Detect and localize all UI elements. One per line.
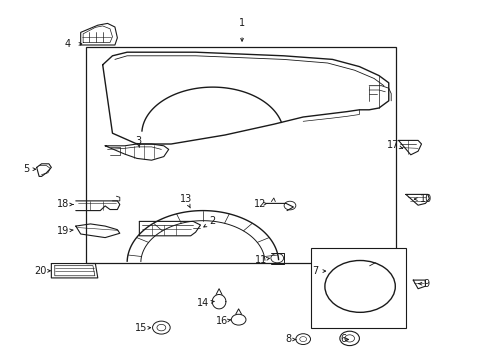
Bar xyxy=(85,47,395,263)
Text: 8: 8 xyxy=(285,334,291,345)
Text: 7: 7 xyxy=(312,266,318,276)
Text: 14: 14 xyxy=(196,298,209,309)
Text: 6: 6 xyxy=(340,334,346,345)
Text: 10: 10 xyxy=(419,194,432,204)
Text: 18: 18 xyxy=(56,199,69,210)
Text: 3: 3 xyxy=(135,136,141,146)
Text: 16: 16 xyxy=(216,316,228,327)
Text: 5: 5 xyxy=(23,164,29,174)
Text: 19: 19 xyxy=(56,226,69,236)
Text: 1: 1 xyxy=(239,18,244,28)
Text: 15: 15 xyxy=(134,323,147,333)
Text: 13: 13 xyxy=(179,194,192,204)
Text: 17: 17 xyxy=(386,140,398,150)
Text: 4: 4 xyxy=(64,39,70,49)
Text: 20: 20 xyxy=(34,266,46,276)
Text: 11: 11 xyxy=(254,255,266,265)
Text: 2: 2 xyxy=(209,216,215,226)
Text: 12: 12 xyxy=(254,199,266,209)
Text: 9: 9 xyxy=(423,279,429,289)
Bar xyxy=(310,248,405,328)
